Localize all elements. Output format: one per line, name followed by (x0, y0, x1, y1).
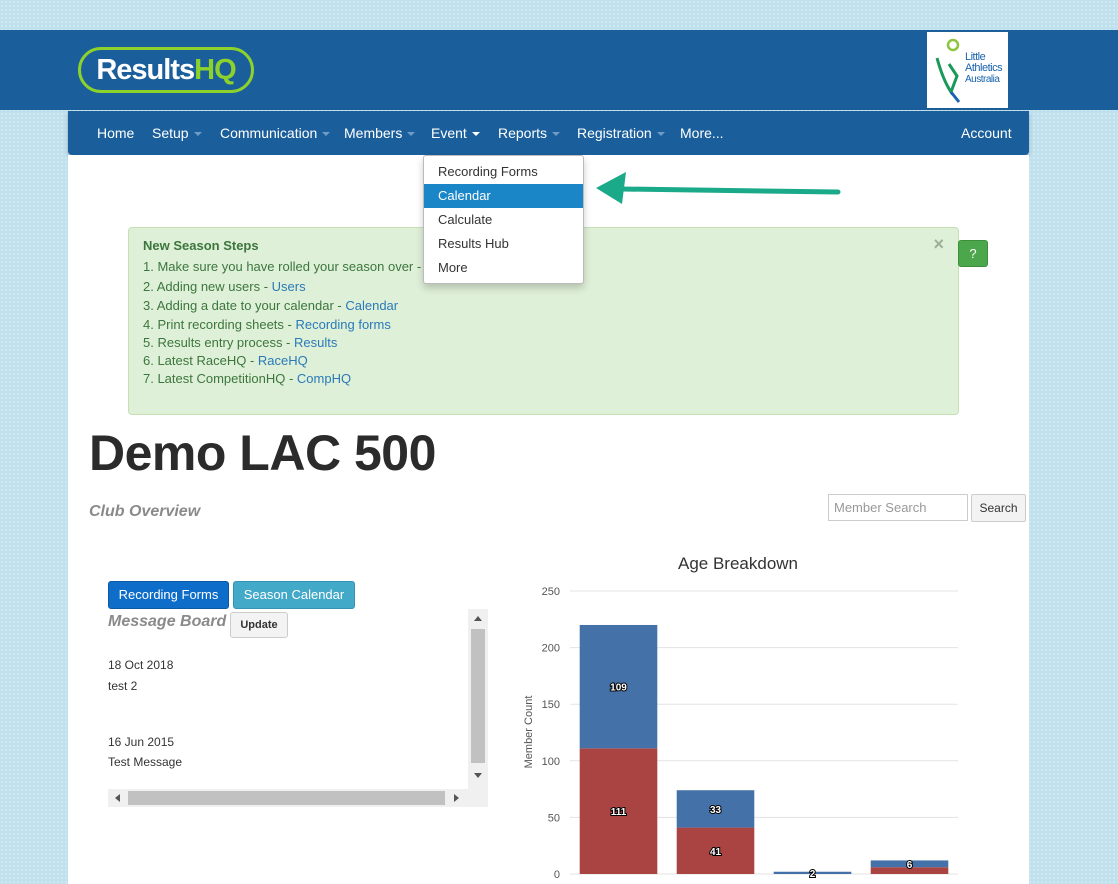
alert-step-4: 4. Print recording sheets - Recording fo… (143, 317, 391, 332)
y-tick-label: 150 (542, 699, 560, 711)
close-icon[interactable]: × (933, 234, 944, 254)
message-date: 18 Oct 2018 (108, 658, 174, 672)
chevron-down-icon (407, 132, 416, 137)
help-button[interactable]: ? (958, 240, 988, 267)
age-breakdown-chart: Age Breakdown Member Count 0 50 100 150 200 2… (523, 554, 958, 881)
annotation-arrow-icon (596, 172, 841, 204)
little-athletics-logo: Little Athletics Australia (927, 32, 1008, 108)
chart-bar-segment[interactable] (773, 871, 852, 874)
scroll-down-icon[interactable] (474, 773, 482, 778)
message-date: 16 Jun 2015 (108, 735, 175, 749)
member-search-input[interactable] (828, 494, 968, 521)
nav-more[interactable]: More... (680, 125, 724, 141)
y-tick-label: 0 (554, 869, 560, 881)
chevron-down-icon (656, 132, 665, 137)
alert-step-1: 1. Make sure you have rolled your season… (143, 259, 422, 274)
comphq-link[interactable]: CompHQ (296, 371, 352, 386)
nav-setup[interactable]: Setup (152, 111, 202, 155)
runner-icon (935, 38, 961, 103)
partner-text-2: Athletics (965, 62, 1003, 74)
top-header: ResultsHQ Little Athletics Australia (0, 30, 1118, 110)
partner-text-3: Australia (965, 74, 1000, 85)
chart-bar-segment[interactable] (870, 860, 949, 868)
chart-bar-segment[interactable] (579, 748, 658, 874)
chart-bar-segment[interactable] (870, 867, 949, 874)
menu-item-more[interactable]: More (438, 260, 468, 275)
season-calendar-button[interactable]: Season Calendar (233, 581, 355, 609)
nav-event[interactable]: Event (431, 111, 480, 155)
chart-bar-segment[interactable] (579, 624, 658, 749)
scroll-left-icon[interactable] (115, 794, 120, 802)
resultshq-logo[interactable]: ResultsHQ (78, 47, 254, 93)
scroll-up-icon[interactable] (474, 616, 482, 621)
data-label: 111 (611, 807, 627, 818)
chevron-down-icon (471, 132, 480, 137)
nav-reports[interactable]: Reports (498, 111, 561, 155)
nav-registration[interactable]: Registration (577, 111, 665, 155)
menu-item-results-hub[interactable]: Results Hub (438, 236, 509, 251)
chart-bar-segment[interactable] (676, 827, 755, 874)
calendar-link[interactable]: Calendar (345, 298, 399, 313)
y-tick-label: 50 (548, 812, 560, 824)
recording-forms-link[interactable]: Recording forms (295, 317, 391, 332)
chevron-down-icon (552, 132, 561, 137)
page-title: Demo LAC 500 (89, 425, 436, 481)
alert-step-6: 6. Latest RaceHQ - RaceHQ (143, 353, 308, 368)
menu-item-recording-forms[interactable]: Recording Forms (438, 164, 538, 179)
data-label: 41 (710, 847, 722, 858)
main-navbar: Home Setup Communication Members Event R… (68, 111, 1029, 155)
y-tick-label: 200 (542, 643, 560, 655)
scroll-thumb[interactable] (128, 791, 445, 805)
logo-text-hq: HQ (194, 54, 236, 86)
event-dropdown-menu: Recording Forms Calendar Calculate Resul… (423, 155, 584, 284)
results-link[interactable]: Results (294, 335, 338, 350)
alert-title: New Season Steps (143, 238, 259, 253)
chart-title: Age Breakdown (678, 554, 798, 573)
data-label: 109 (610, 683, 627, 694)
page-subtitle: Club Overview (89, 503, 201, 520)
data-label: 33 (710, 805, 722, 816)
message-board-vertical-scrollbar[interactable] (468, 609, 488, 789)
recording-forms-button[interactable]: Recording Forms (108, 581, 229, 609)
menu-item-calendar[interactable]: Calendar (424, 184, 583, 208)
partner-text-1: Little (965, 51, 986, 63)
racehq-link[interactable]: RaceHQ (257, 353, 308, 368)
chart-bar-segment[interactable] (676, 790, 755, 828)
alert-step-7: 7. Latest CompetitionHQ - CompHQ (143, 371, 352, 386)
nav-communication[interactable]: Communication (220, 111, 331, 155)
users-link[interactable]: Users (271, 279, 306, 294)
message-text: Test Message (108, 755, 183, 769)
logo-text: Results (96, 54, 195, 86)
scroll-thumb[interactable] (471, 629, 485, 763)
chevron-down-icon (322, 132, 331, 137)
message-board-title: Message Board (108, 613, 227, 630)
nav-home[interactable]: Home (97, 125, 135, 141)
nav-members[interactable]: Members (344, 111, 416, 155)
message-board-horizontal-scrollbar[interactable] (108, 789, 488, 807)
alert-step-3: 3. Adding a date to your calendar - Cale… (143, 298, 399, 313)
update-button[interactable]: Update (230, 612, 288, 638)
alert-step-2: 2. Adding new users - Users (143, 279, 306, 294)
chevron-down-icon (193, 132, 202, 137)
search-button[interactable]: Search (971, 494, 1026, 522)
chart-bars: 111 109 41 33 2 6 (579, 624, 949, 881)
menu-item-calculate[interactable]: Calculate (438, 212, 493, 227)
y-tick-label: 250 (542, 586, 560, 598)
message-text: test 2 (108, 679, 138, 693)
nav-account[interactable]: Account (961, 125, 1012, 141)
alert-step-5: 5. Results entry process - Results (143, 335, 338, 350)
scroll-right-icon[interactable] (454, 794, 459, 802)
data-label: 6 (907, 860, 913, 871)
data-label: 2 (810, 869, 816, 880)
y-axis-label: Member Count (523, 696, 535, 769)
y-tick-label: 100 (542, 756, 560, 768)
